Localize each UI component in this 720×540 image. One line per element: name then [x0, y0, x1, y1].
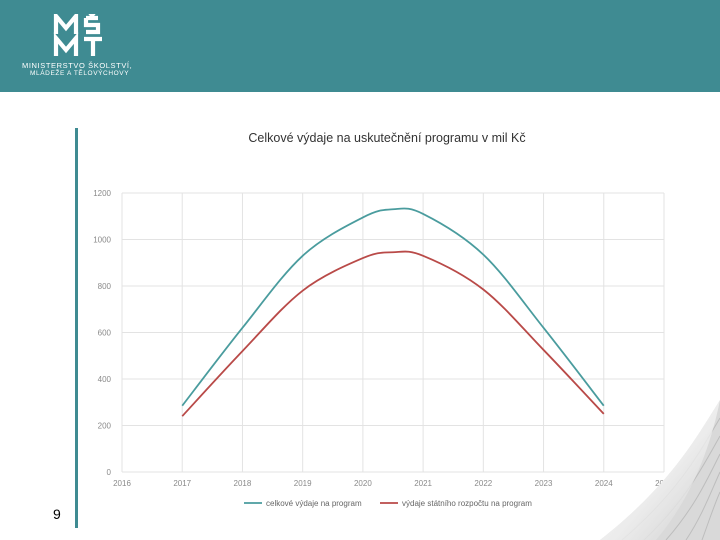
x-tick-label: 2021: [414, 479, 432, 488]
x-tick-label: 2019: [294, 479, 312, 488]
legend-label: výdaje státního rozpočtu na program: [402, 499, 532, 508]
header-band: MINISTERSTVO ŠKOLSTVÍ, MLÁDEŽE A TĚLOVÝC…: [0, 0, 720, 92]
x-tick-label: 2016: [113, 479, 131, 488]
y-tick-label: 600: [98, 329, 112, 338]
gridlines: [121, 192, 665, 473]
x-tick-label: 2023: [535, 479, 553, 488]
legend: celkové výdaje na program výdaje státního…: [244, 499, 532, 508]
series-line-2: [181, 250, 605, 417]
x-tick-label: 2022: [474, 479, 492, 488]
line-chart: Celkové výdaje na uskutečnění programu v…: [84, 120, 684, 520]
x-tick-label: 2017: [173, 479, 191, 488]
y-tick-label: 1000: [93, 236, 111, 245]
ministry-name-line2: MLÁDEŽE A TĚLOVÝCHOVY: [30, 70, 130, 77]
y-tick-label: 200: [98, 422, 112, 431]
series-line-1: [181, 207, 605, 407]
ministry-name-line1: MINISTERSTVO ŠKOLSTVÍ,: [22, 61, 133, 70]
x-tick-label: 2018: [234, 479, 252, 488]
ministry-logo[interactable]: MINISTERSTVO ŠKOLSTVÍ, MLÁDEŽE A TĚLOVÝC…: [22, 14, 162, 84]
y-tick-label: 800: [98, 282, 112, 291]
page-number: 9: [53, 506, 61, 522]
legend-label: celkové výdaje na program: [266, 499, 362, 508]
x-tick-label: 2020: [354, 479, 372, 488]
y-tick-label: 0: [107, 468, 112, 477]
page-curl-decoration: [600, 400, 720, 540]
series-lines: [181, 207, 605, 417]
slide-accent-bar: [75, 128, 78, 528]
chart-canvas: Celkové výdaje na uskutečnění programu v…: [93, 131, 673, 508]
chart-title: Celkové výdaje na uskutečnění programu v…: [248, 131, 525, 145]
y-tick-label: 1200: [93, 189, 111, 198]
x-tick-label: 2024: [595, 479, 613, 488]
y-tick-label: 400: [98, 375, 112, 384]
msmt-logo-mark: [53, 14, 102, 56]
